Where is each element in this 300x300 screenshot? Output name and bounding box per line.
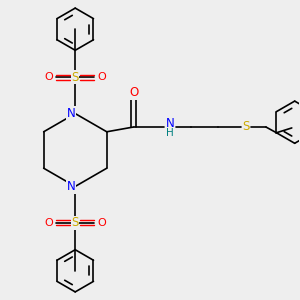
Text: H: H [166, 128, 174, 138]
Text: O: O [98, 72, 106, 82]
Text: O: O [44, 218, 53, 228]
Text: N: N [67, 107, 76, 120]
Text: O: O [129, 86, 138, 99]
Text: S: S [71, 70, 79, 84]
Text: N: N [166, 117, 174, 130]
Text: O: O [44, 72, 53, 82]
Text: S: S [71, 216, 79, 230]
Text: S: S [242, 121, 250, 134]
Text: N: N [67, 180, 76, 193]
Text: O: O [98, 218, 106, 228]
